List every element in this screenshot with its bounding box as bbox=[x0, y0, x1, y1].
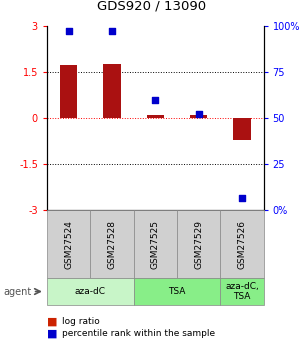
Text: GSM27525: GSM27525 bbox=[151, 219, 160, 269]
Text: log ratio: log ratio bbox=[62, 317, 100, 326]
Bar bbox=[47, 210, 90, 278]
Bar bbox=[233, 118, 251, 140]
Bar bbox=[190, 115, 207, 118]
Text: GDS920 / 13090: GDS920 / 13090 bbox=[97, 0, 206, 12]
Bar bbox=[134, 210, 177, 278]
Bar bbox=[60, 65, 77, 118]
Bar bbox=[147, 115, 164, 118]
Bar bbox=[90, 210, 134, 278]
Point bbox=[153, 97, 158, 102]
Text: ■: ■ bbox=[47, 317, 58, 326]
Bar bbox=[177, 210, 220, 278]
Text: GSM27528: GSM27528 bbox=[108, 219, 116, 269]
Point bbox=[196, 112, 201, 117]
Bar bbox=[47, 278, 134, 305]
Point bbox=[66, 29, 71, 34]
Text: aza-dC: aza-dC bbox=[75, 287, 106, 296]
Text: GSM27526: GSM27526 bbox=[238, 219, 246, 269]
Text: agent: agent bbox=[3, 287, 31, 296]
Text: GSM27529: GSM27529 bbox=[194, 219, 203, 269]
Bar bbox=[103, 64, 121, 118]
Text: percentile rank within the sample: percentile rank within the sample bbox=[62, 329, 215, 338]
Text: TSA: TSA bbox=[168, 287, 186, 296]
Text: ■: ■ bbox=[47, 329, 58, 338]
Bar bbox=[220, 278, 264, 305]
Bar bbox=[220, 210, 264, 278]
Point bbox=[110, 29, 115, 34]
Point bbox=[240, 195, 245, 200]
Bar bbox=[134, 278, 220, 305]
Text: GSM27524: GSM27524 bbox=[64, 220, 73, 268]
Text: aza-dC,
TSA: aza-dC, TSA bbox=[225, 282, 259, 301]
